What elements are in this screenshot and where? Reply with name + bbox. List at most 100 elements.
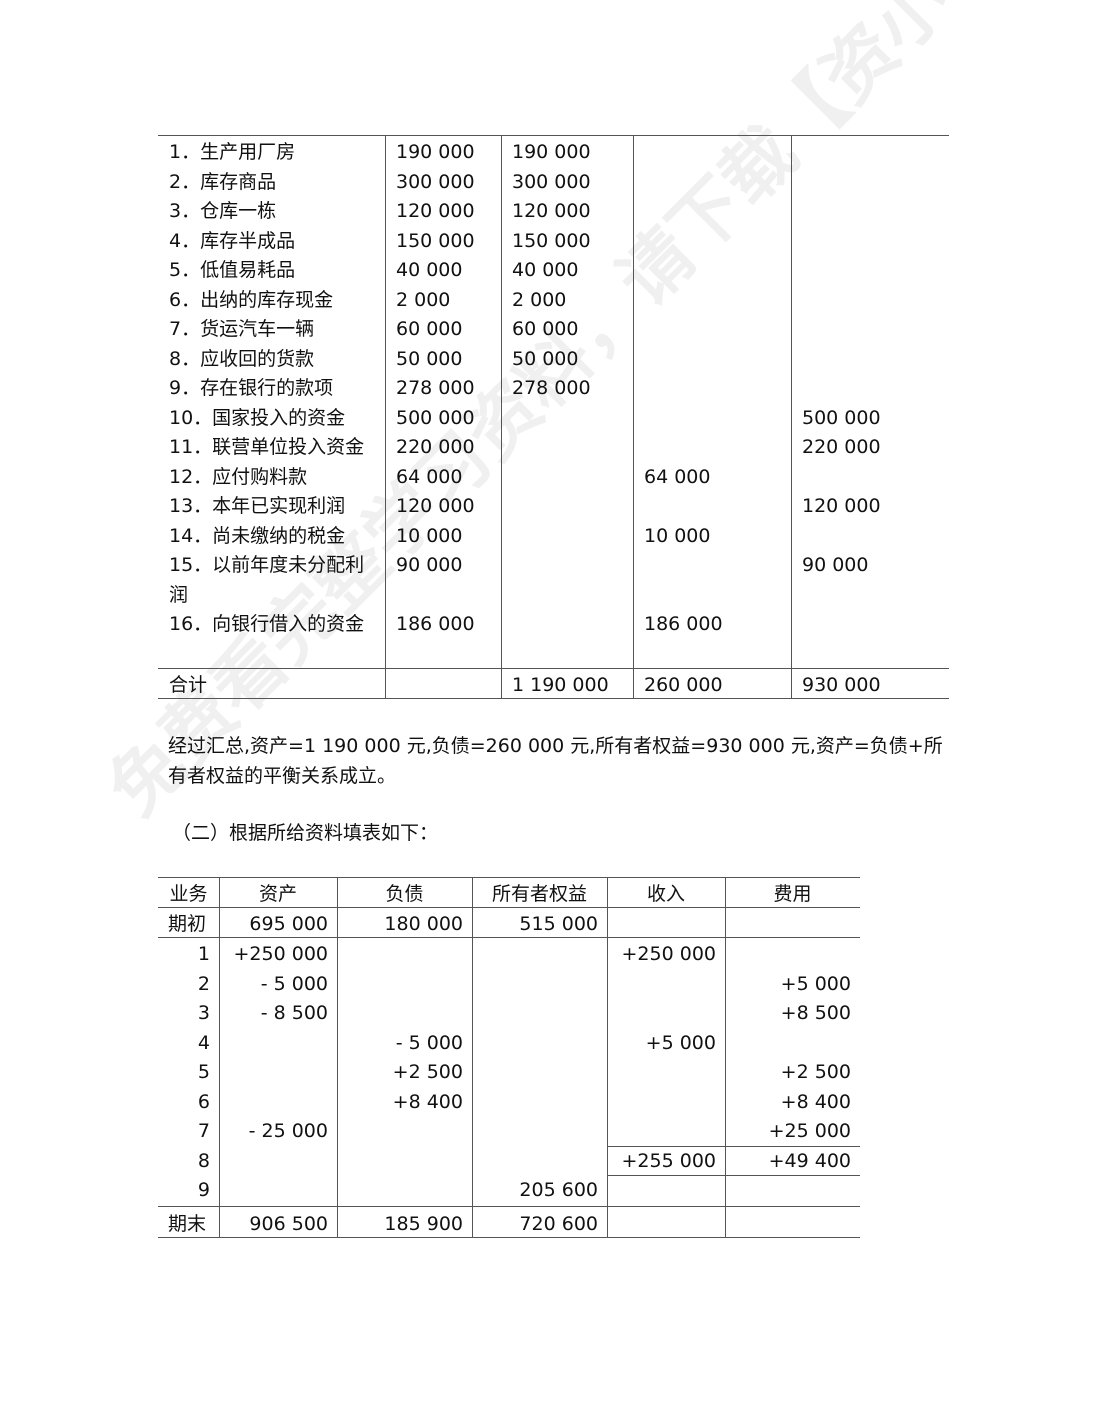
table1-cell: 64 000 xyxy=(396,465,463,488)
table2-row-cell: +8 400 xyxy=(392,1090,463,1113)
table2-closing-cell: 720 600 xyxy=(519,1213,598,1235)
section-title: （二）根据所给资料填表如下： xyxy=(172,822,439,844)
table1-cell: 300 000 xyxy=(512,170,591,193)
table1-cell: 2 000 xyxy=(512,288,567,311)
table1-cell: 186 000 xyxy=(644,613,723,635)
table1-cell: 120 000 xyxy=(802,495,881,517)
table1-cell: 64 000 xyxy=(644,465,711,488)
table2-row-cell: 3 xyxy=(197,1002,210,1024)
table2-row-cell: 205 600 xyxy=(519,1179,598,1201)
table1-cell: 186 000 xyxy=(396,613,475,635)
table1-cell: 278 000 xyxy=(512,377,591,399)
table1-column-rule xyxy=(385,135,386,698)
table1-cell: 40 000 xyxy=(512,259,579,281)
table1-total-cell: 930 000 xyxy=(802,674,881,696)
table1-column-rule xyxy=(791,135,792,698)
table1-cell: 90 000 xyxy=(396,554,463,576)
table1-item-label: 9．存在银行的款项 xyxy=(169,377,334,399)
table1-total-label: 合计 xyxy=(169,674,208,696)
table1-item-label: 5．低值易耗品 xyxy=(169,259,296,281)
table1-cell: 190 000 xyxy=(512,141,591,163)
table1-cell: 60 000 xyxy=(512,318,579,340)
table2-header: 业务 xyxy=(169,883,208,905)
table1-item-label: 12．应付购料款 xyxy=(169,465,308,488)
table1-item-label: 6．出纳的库存现金 xyxy=(169,288,334,311)
table2-row-cell: +250 000 xyxy=(233,943,329,965)
table1-cell: 500 000 xyxy=(802,406,881,429)
table2-row-cell: +5 000 xyxy=(780,972,851,995)
table1-cell: 220 000 xyxy=(396,436,475,458)
table2-row-cell: 6 xyxy=(197,1090,210,1113)
table2-closing-label: 期末 xyxy=(168,1213,207,1235)
table2-row-cell: +2 500 xyxy=(392,1061,463,1083)
table2-opening-cell: 695 000 xyxy=(249,913,328,935)
table2-row-cell: +5 000 xyxy=(645,1031,716,1054)
table1-cell: 10 000 xyxy=(396,524,463,547)
table2-row-cell: - 8 500 xyxy=(260,1002,328,1024)
table1-item-label: 11．联营单位投入资金 xyxy=(169,436,365,458)
table2-row-cell: +49 400 xyxy=(768,1149,851,1172)
summary-paragraph: 经过汇总,资产=1 190 000 元,负债=260 000 元,所有者权益=9… xyxy=(168,735,943,787)
table2-closing-rule xyxy=(158,1206,860,1207)
table2-row-cell: 8 xyxy=(197,1149,210,1172)
table2-column-rule xyxy=(219,877,220,1237)
table1-cell: 150 000 xyxy=(396,229,475,252)
table2-header: 费用 xyxy=(773,883,812,905)
table1-item-label: 8．应收回的货款 xyxy=(169,347,315,370)
table1-cell: 120 000 xyxy=(512,200,591,222)
table1-total-cell: 260 000 xyxy=(644,674,723,696)
table1-item-label: 10．国家投入的资金 xyxy=(169,406,346,429)
table1-item-label: 15．以前年度未分配利 xyxy=(169,554,365,576)
table1-item-label: 润 xyxy=(169,583,189,606)
table2-closing-cell: 906 500 xyxy=(249,1213,328,1235)
table2-opening-rule xyxy=(158,937,860,938)
table1-cell: 120 000 xyxy=(396,200,475,222)
table2-header: 负债 xyxy=(385,883,424,905)
table2-row-cell: 2 xyxy=(197,972,210,995)
table1-item-label: 7．货运汽车一辆 xyxy=(169,318,315,340)
table2-row-cell: - 5 000 xyxy=(395,1031,463,1054)
table2-row-cell: +8 500 xyxy=(780,1002,851,1024)
table1-column-rule xyxy=(633,135,634,698)
table2-column-rule xyxy=(472,877,473,1237)
table2-row-cell: 4 xyxy=(197,1031,210,1054)
table2-row-cell: 7 xyxy=(197,1120,210,1142)
table1-total-rule xyxy=(158,668,949,669)
table1-cell: 40 000 xyxy=(396,259,463,281)
table2-opening-label: 期初 xyxy=(168,913,207,935)
table2-opening-cell: 515 000 xyxy=(519,913,598,935)
table2-header: 收入 xyxy=(646,883,685,905)
table1-cell: 2 000 xyxy=(396,288,451,311)
table2-opening-cell: 180 000 xyxy=(384,913,463,935)
table1-cell: 10 000 xyxy=(644,524,711,547)
table2-row-cell: +25 000 xyxy=(768,1120,851,1142)
table1-cell: 150 000 xyxy=(512,229,591,252)
table1-item-label: 3．仓库一栋 xyxy=(169,200,277,222)
table1-cell: 190 000 xyxy=(396,141,475,163)
table1-item-label: 2．库存商品 xyxy=(169,170,277,193)
table2-header: 资产 xyxy=(258,883,297,905)
table1-item-label: 16．向银行借入的资金 xyxy=(169,613,365,635)
table2-bottom-rule xyxy=(158,1237,860,1238)
table1-cell: 220 000 xyxy=(802,436,881,458)
table2-header-rule xyxy=(158,907,860,908)
table2-row-cell: +8 400 xyxy=(780,1090,851,1113)
table2-row-cell: +2 500 xyxy=(780,1061,851,1083)
table2-row-cell: 1 xyxy=(197,943,210,965)
table1-cell: 90 000 xyxy=(802,554,869,576)
table2-top-rule xyxy=(158,877,860,878)
table2-column-rule xyxy=(337,877,338,1237)
table1-top-rule xyxy=(158,135,949,136)
table1-column-rule xyxy=(501,135,502,698)
table2-header: 所有者权益 xyxy=(491,883,587,905)
table2-row-cell: - 25 000 xyxy=(248,1120,328,1142)
table1-cell: 50 000 xyxy=(396,347,463,370)
table2-row-cell: +250 000 xyxy=(621,943,717,965)
table2-column-rule xyxy=(725,877,726,1237)
table1-cell: 50 000 xyxy=(512,347,579,370)
table1-cell: 278 000 xyxy=(396,377,475,399)
table1-cell: 120 000 xyxy=(396,495,475,517)
table2-row-cell: - 5 000 xyxy=(260,972,328,995)
table1-cell: 60 000 xyxy=(396,318,463,340)
table1-item-label: 13．本年已实现利润 xyxy=(169,495,346,517)
